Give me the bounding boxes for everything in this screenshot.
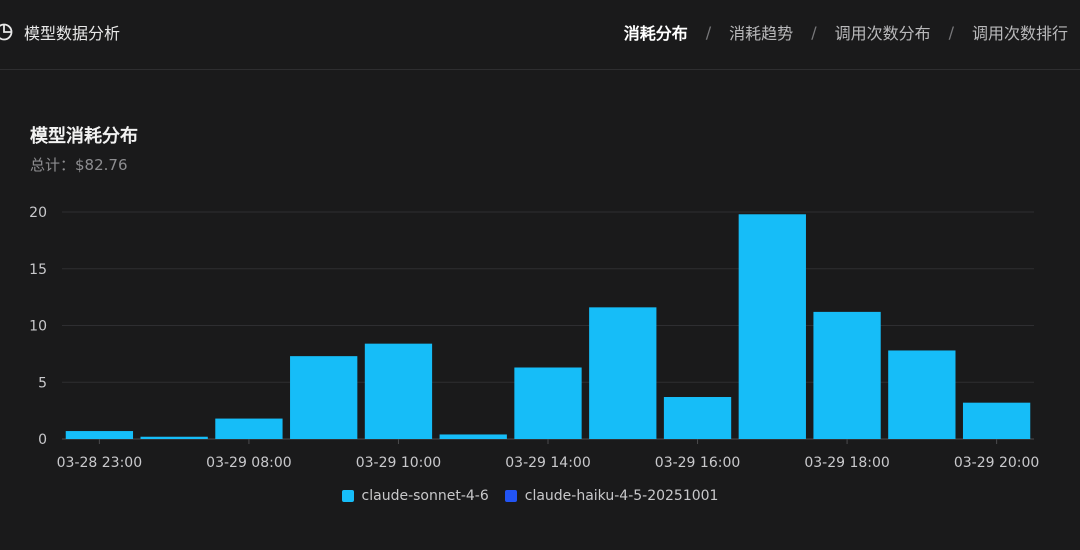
- chart-pie-icon: [0, 23, 13, 41]
- bar: [813, 311, 881, 439]
- tab-separator: /: [705, 22, 712, 42]
- legend-label: claude-haiku-4-5-20251001: [524, 488, 719, 504]
- x-tick-label: 03-29 18:00: [804, 455, 889, 471]
- tab-separator: /: [948, 22, 954, 42]
- legend-item-haiku[interactable]: claude-haiku-4-5-20251001: [504, 488, 719, 504]
- y-tick-label: 15: [29, 262, 47, 278]
- x-tick-label: 03-29 16:00: [655, 455, 740, 471]
- bar: [888, 350, 956, 439]
- brand: 模型数据分析: [0, 18, 120, 46]
- bar: [439, 434, 507, 439]
- card-title: 模型消耗分布: [30, 126, 138, 147]
- legend-swatch: [341, 490, 354, 502]
- bar: [589, 307, 657, 439]
- y-tick-label: 20: [29, 205, 47, 221]
- legend-item-sonnet[interactable]: claude-sonnet-4-6: [341, 488, 489, 504]
- bar: [215, 418, 283, 439]
- chart-legend: claude-sonnet-4-6 claude-haiku-4-5-20251…: [0, 488, 1060, 504]
- bar-chart: 0 5 10 15 20 03-28 23:00 03-29 08:00 03-29 10:0…: [29, 205, 1039, 471]
- tab-consumption-distribution[interactable]: 消耗分布: [623, 24, 688, 43]
- page-title: 模型数据分析: [24, 24, 121, 43]
- x-tick-label: 03-29 08:00: [206, 455, 291, 471]
- header: 模型数据分析 消耗分布 / 消耗趋势 / 调用次数分布 / 调用次数排行: [0, 0, 1080, 70]
- bar: [290, 356, 358, 439]
- tab-call-count-distribution[interactable]: 调用次数分布: [834, 24, 931, 43]
- tab-separator: /: [811, 22, 817, 42]
- bar: [738, 214, 806, 439]
- bar: [364, 343, 433, 439]
- bar: [140, 436, 208, 439]
- x-tick-label: 03-29 10:00: [356, 455, 441, 471]
- total-cost: 总计：$82.76: [30, 156, 128, 174]
- x-tick-label: 03-29 20:00: [954, 455, 1039, 471]
- y-tick-label: 0: [38, 432, 47, 448]
- legend-label: claude-sonnet-4-6: [361, 488, 489, 504]
- legend-swatch: [504, 490, 517, 502]
- x-tick-label: 03-28 23:00: [57, 455, 142, 471]
- y-tick-label: 5: [38, 375, 47, 391]
- tab-bar: 消耗分布 / 消耗趋势 / 调用次数分布 / 调用次数排行: [624, 18, 1068, 46]
- bar: [514, 367, 582, 439]
- bar: [663, 397, 732, 439]
- bar: [65, 431, 134, 439]
- x-tick-label: 03-29 14:00: [505, 455, 590, 471]
- bar: [962, 402, 1031, 439]
- y-tick-label: 10: [29, 319, 47, 335]
- tab-call-count-ranking[interactable]: 调用次数排行: [971, 24, 1068, 43]
- tab-consumption-trend[interactable]: 消耗趋势: [729, 24, 794, 43]
